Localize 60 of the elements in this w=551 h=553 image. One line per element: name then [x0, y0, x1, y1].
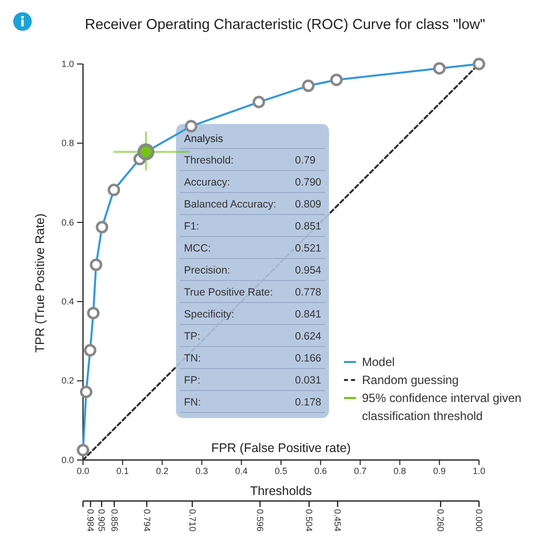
x-tick-label: 1.0	[472, 466, 486, 476]
annotation: 0.984	[86, 509, 96, 532]
annotation: 0.851	[295, 220, 322, 232]
y-axis-title: TPR (True Positive Rate)	[33, 213, 47, 353]
annotation: Threshold:	[184, 154, 234, 166]
y-tick-label: 1.0	[61, 58, 74, 69]
annotation: Analysis	[184, 133, 224, 145]
x2-axis-title: Thresholds	[250, 484, 312, 498]
y-tick-label: 0.8	[61, 138, 74, 148]
annotation: 0.000	[474, 509, 484, 532]
annotation: MCC:	[184, 242, 211, 254]
legend-label: 95% confidence interval given classification threshold	[362, 391, 522, 423]
legend-label: Random guessing	[362, 373, 459, 387]
annotation: 0.856	[109, 509, 120, 532]
annotation: 0.790	[295, 176, 322, 188]
x-tick-label: 0.6	[314, 466, 327, 476]
annotation: 0.710	[187, 509, 198, 532]
x-tick-label: 0.9	[433, 466, 446, 476]
point	[137, 143, 154, 160]
x-axis-title: FPR (False Positive rate)	[211, 441, 351, 455]
annotation: 0.79	[295, 154, 316, 166]
annotation: 0.794	[142, 509, 152, 532]
annotation: 0.778	[295, 286, 322, 298]
annotation: Precision:	[184, 264, 230, 276]
annotation: True Positive Rate:	[184, 286, 273, 298]
annotation: FP:	[184, 374, 200, 386]
annotation: 0.260	[436, 509, 446, 532]
annotation: 0.521	[295, 242, 322, 254]
annotation: 0.624	[295, 330, 322, 342]
y-tick-label: 0.2	[61, 376, 74, 386]
x-tick-label: 0.4	[235, 466, 248, 476]
y-tick-label: 0.0	[61, 454, 74, 465]
annotation: 0.178	[295, 396, 322, 408]
annotation: TN:	[184, 352, 201, 364]
annotation: 0.166	[295, 352, 322, 364]
annotation: 0.809	[295, 198, 322, 210]
annotation: TP:	[184, 330, 200, 342]
annotation: 0.504	[304, 509, 314, 532]
x-tick-label: 0.0	[76, 466, 90, 476]
legend-label: Model	[362, 355, 395, 369]
x-tick-label: 0.7	[354, 466, 366, 476]
annotation: FN:	[184, 396, 201, 408]
x-tick-label: 0.2	[156, 466, 168, 476]
annotation: 0.454	[332, 509, 343, 532]
y-tick-label: 0.6	[61, 217, 74, 228]
annotation: 0.031	[295, 374, 322, 386]
x-tick-label: 0.1	[116, 466, 129, 476]
annotation: 0.905	[96, 509, 107, 532]
annotation: 0.841	[295, 308, 322, 320]
annotation: 0.596	[255, 509, 266, 532]
x-tick-label: 0.8	[394, 466, 406, 476]
annotation: F1:	[184, 220, 200, 232]
chart-title: Receiver Operating Characteristic (ROC) Curve for class "low"	[84, 17, 486, 33]
annotation: Balanced Accuracy:	[184, 198, 276, 210]
annotation: Accuracy:	[184, 176, 230, 188]
annotation: 0.954	[295, 264, 322, 276]
y-tick-label: 0.4	[61, 296, 74, 306]
x-tick-label: 0.5	[274, 466, 288, 476]
annotation: Specificity:	[184, 308, 234, 320]
x-tick-label: 0.3	[196, 466, 208, 476]
